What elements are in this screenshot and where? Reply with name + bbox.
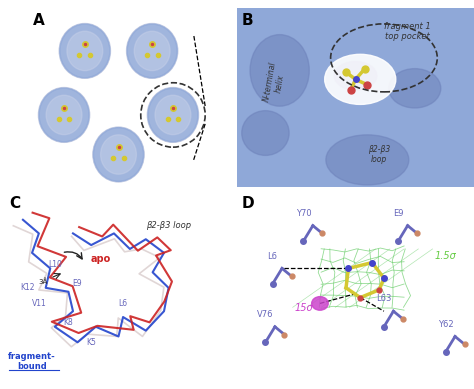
Ellipse shape <box>67 31 103 71</box>
Circle shape <box>91 70 146 124</box>
Text: Y62: Y62 <box>438 320 453 329</box>
Text: L6: L6 <box>267 252 278 261</box>
Ellipse shape <box>155 95 191 135</box>
Text: V76: V76 <box>257 310 273 319</box>
Ellipse shape <box>250 35 309 106</box>
Ellipse shape <box>134 31 170 71</box>
Ellipse shape <box>148 88 198 142</box>
Text: N-terminal
helix: N-terminal helix <box>262 61 288 105</box>
Text: A: A <box>33 13 45 28</box>
Text: β2-β3
loop: β2-β3 loop <box>368 145 390 164</box>
Ellipse shape <box>389 68 441 108</box>
Text: K12: K12 <box>20 283 35 293</box>
Text: L6: L6 <box>118 299 128 308</box>
Ellipse shape <box>46 95 82 135</box>
Text: apo: apo <box>90 254 110 264</box>
Ellipse shape <box>127 24 177 78</box>
FancyBboxPatch shape <box>237 8 474 187</box>
Text: fragment 1
top pocket: fragment 1 top pocket <box>384 22 431 42</box>
Text: C: C <box>9 196 20 212</box>
Ellipse shape <box>93 128 144 181</box>
Text: L10: L10 <box>48 260 62 269</box>
Text: β2-β3 loop: β2-β3 loop <box>146 221 191 230</box>
Text: L63: L63 <box>376 294 392 303</box>
Ellipse shape <box>325 54 396 104</box>
Text: K8: K8 <box>64 318 73 328</box>
Text: 3Å: 3Å <box>39 278 48 285</box>
Ellipse shape <box>326 135 409 185</box>
Text: V11: V11 <box>31 299 46 308</box>
Text: D: D <box>242 196 255 212</box>
Text: 15σ: 15σ <box>294 303 313 313</box>
Ellipse shape <box>39 88 89 142</box>
Ellipse shape <box>334 61 377 90</box>
Text: E9: E9 <box>393 209 403 218</box>
Text: fragment-
bound: fragment- bound <box>8 352 56 371</box>
Text: Y70: Y70 <box>296 209 311 218</box>
Ellipse shape <box>242 111 289 156</box>
Ellipse shape <box>100 135 137 174</box>
Circle shape <box>311 296 328 310</box>
Text: K5: K5 <box>86 338 96 347</box>
Text: B: B <box>242 13 254 28</box>
Ellipse shape <box>60 24 110 78</box>
Text: E9: E9 <box>73 279 82 289</box>
Text: 1.5σ: 1.5σ <box>435 251 456 261</box>
